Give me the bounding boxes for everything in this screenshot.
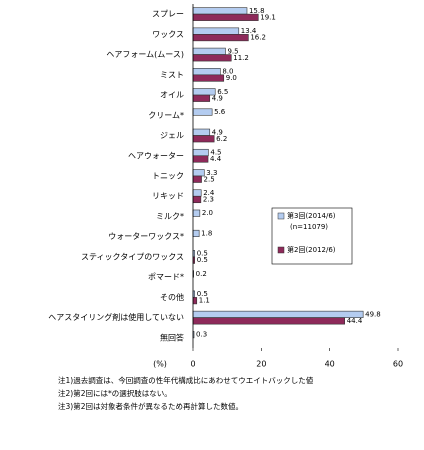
value-label: 2.5 [204, 175, 215, 183]
category-label: オイル [160, 91, 184, 100]
value-label: 44.4 [347, 317, 363, 325]
category-label: ヘアウォーター [128, 151, 184, 160]
value-label: 5.6 [214, 108, 226, 116]
value-label: 1.1 [199, 297, 210, 305]
x-tick-label: 40 [325, 360, 335, 369]
bar [192, 317, 345, 325]
legend-swatch [277, 246, 285, 254]
category-label: ヘアスタイリング剤は使用していない [48, 312, 184, 322]
legend-label: 第3回(2014/6) [287, 211, 336, 220]
category-label: ミルク* [156, 212, 184, 221]
legend-box [271, 207, 353, 265]
bar [192, 94, 211, 102]
bar [192, 34, 249, 42]
value-label: 2.3 [203, 195, 214, 203]
bar [192, 27, 240, 35]
value-label: 4.9 [212, 94, 223, 102]
value-label: 9.0 [226, 74, 237, 82]
value-label: 11.2 [233, 54, 249, 62]
bar [192, 13, 259, 21]
bar [192, 135, 215, 143]
bar [192, 229, 200, 238]
category-label: 無回答 [160, 332, 184, 342]
bar [192, 209, 201, 217]
value-label: 0.3 [196, 331, 207, 339]
bar [192, 148, 209, 157]
bar [192, 175, 202, 183]
bar [192, 195, 202, 204]
category-label: スプレー [152, 10, 184, 19]
bar [192, 155, 209, 163]
value-label: 8.0 [222, 68, 233, 76]
value-label: 0.5 [197, 256, 208, 264]
legend-label: 第2回(2012/6) [287, 245, 336, 254]
bar [192, 7, 248, 15]
value-label: 2.0 [202, 209, 213, 217]
category-label: ジェル [160, 131, 184, 140]
category-label: リキッド [152, 192, 184, 201]
note: 注1)過去調査は、今回調査の性年代構成比にあわせてウエイトバックした値 [58, 375, 314, 385]
bar [192, 108, 213, 116]
value-label: 13.4 [241, 27, 257, 35]
category-label: ミスト [160, 70, 184, 79]
bar [192, 297, 198, 305]
value-label: 49.8 [365, 310, 381, 318]
bar [192, 68, 221, 76]
value-label: 16.2 [250, 34, 266, 42]
value-label: 0.2 [196, 270, 207, 278]
value-label: 4.5 [210, 149, 221, 157]
value-label: 0.5 [197, 290, 208, 298]
note: 注2)第2回には*の選択肢はない。 [58, 388, 172, 398]
category-label: スティックタイプのワックス [81, 252, 184, 261]
value-label: 6.5 [217, 88, 228, 96]
value-label: 3.3 [206, 169, 217, 177]
bar [192, 189, 202, 197]
category-label: ヘアフォーム(ムース) [106, 50, 184, 59]
value-label: 0.5 [197, 250, 208, 258]
value-label: 15.8 [249, 7, 265, 15]
bar [192, 47, 226, 55]
value-label: 2.4 [203, 189, 215, 197]
value-label: 4.9 [212, 128, 223, 136]
category-label: ポマード* [148, 273, 184, 282]
category-label: トニック [152, 172, 184, 181]
value-label: 19.1 [260, 13, 276, 21]
x-tick-label: 20 [256, 360, 266, 369]
category-label: ワックス [152, 30, 184, 39]
legend-note: (n=11079) [290, 223, 328, 231]
category-label: クリーム* [148, 111, 184, 120]
category-label: その他 [160, 292, 184, 302]
value-label: 6.2 [216, 135, 227, 143]
value-label: 4.4 [210, 155, 222, 163]
value-label: 1.8 [201, 229, 212, 237]
x-tick-label: 60 [393, 360, 403, 369]
bar [192, 128, 211, 136]
bar [192, 74, 225, 82]
x-tick-label: 0 [190, 360, 195, 369]
value-label: 9.5 [227, 47, 238, 55]
bar [192, 310, 364, 318]
note: 注3)第2回は対象者条件が異なるため再計算した数値。 [58, 401, 243, 411]
category-label: ウォーターワックス* [108, 232, 184, 241]
x-axis-label: (%) [153, 360, 167, 369]
legend-swatch [277, 212, 285, 220]
bar [192, 54, 232, 62]
